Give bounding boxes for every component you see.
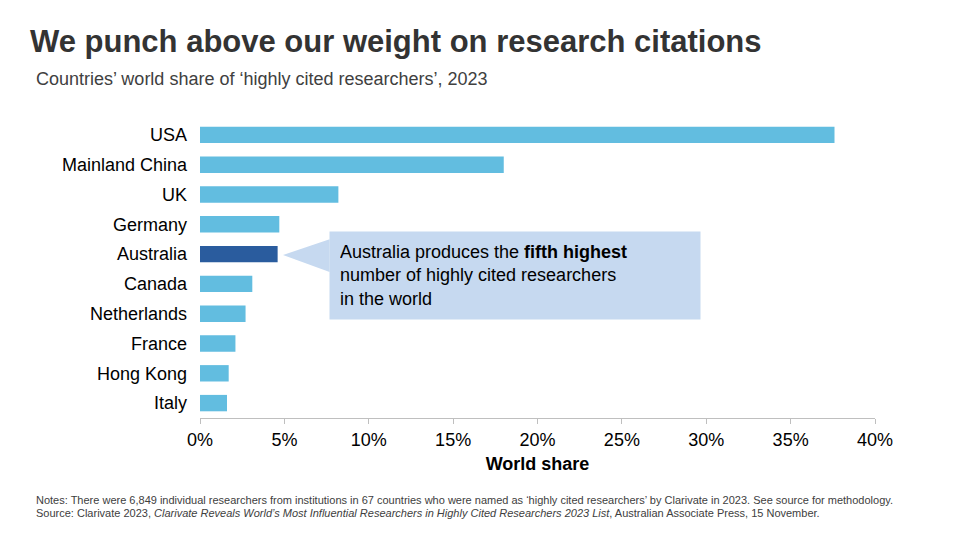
svg-text:40%: 40% (857, 430, 893, 450)
svg-text:Netherlands: Netherlands (90, 304, 187, 324)
svg-text:Australia produces the fifth h: Australia produces the fifth highestnumb… (340, 242, 627, 309)
svg-text:World share: World share (486, 454, 590, 474)
svg-text:USA: USA (150, 125, 187, 145)
svg-text:Mainland China: Mainland China (62, 155, 188, 175)
svg-text:30%: 30% (688, 430, 724, 450)
svg-text:10%: 10% (351, 430, 387, 450)
html-text:We punch above our weight on r: We punch above our weight on research ci… (30, 24, 762, 59)
svg-text:35%: 35% (773, 430, 809, 450)
svg-text:Germany: Germany (113, 215, 187, 235)
svg-text:UK: UK (162, 185, 187, 205)
svg-text:Australia: Australia (117, 244, 188, 264)
svg-text:France: France (131, 334, 187, 354)
svg-text:20%: 20% (519, 430, 555, 450)
html-text:Countries’ world share of ‘hig: Countries’ world share of ‘highly cited … (36, 69, 488, 89)
svg-text:25%: 25% (604, 430, 640, 450)
svg-text:5%: 5% (271, 430, 297, 450)
svg-text:0%: 0% (187, 430, 213, 450)
svg-text:Italy: Italy (154, 393, 187, 413)
svg-text:Hong Kong: Hong Kong (97, 364, 187, 384)
html-text:Notes: There were 6,849 indivi: Notes: There were 6,849 individual resea… (36, 494, 893, 519)
svg-text:15%: 15% (435, 430, 471, 450)
svg-text:Canada: Canada (124, 274, 188, 294)
